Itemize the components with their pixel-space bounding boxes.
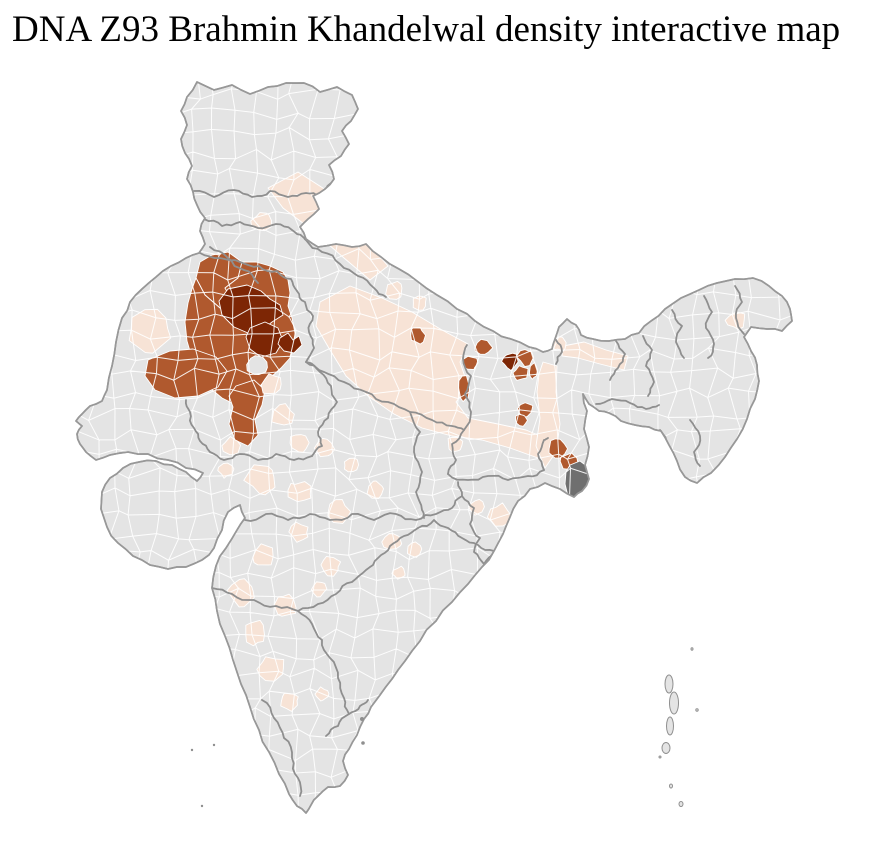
- state-border: [209, 246, 259, 284]
- andaman-island[interactable]: [664, 674, 674, 694]
- density-region-medium[interactable]: [515, 413, 528, 427]
- density-region-medium[interactable]: [516, 402, 534, 418]
- andaman-island[interactable]: [661, 742, 671, 754]
- mainland: [75, 81, 793, 814]
- state-border: [537, 437, 549, 471]
- density-region-low[interactable]: [289, 434, 310, 453]
- state-border: [642, 335, 655, 397]
- andaman-island[interactable]: [690, 647, 694, 651]
- state-border: [297, 610, 350, 737]
- state-border: [244, 481, 463, 522]
- state-border: [417, 519, 495, 552]
- density-region-low[interactable]: [486, 502, 513, 527]
- density-region-low[interactable]: [260, 373, 282, 394]
- lakshadweep-island[interactable]: [190, 748, 194, 752]
- state-border: [203, 218, 307, 241]
- state-border: [348, 699, 369, 715]
- density-region-low[interactable]: [311, 581, 328, 598]
- density-region-low[interactable]: [381, 533, 403, 550]
- state-border: [184, 399, 313, 461]
- state-border: [296, 290, 315, 363]
- andaman-island[interactable]: [669, 691, 679, 715]
- state-border: [734, 285, 745, 335]
- state-border: [462, 344, 472, 431]
- state-border: [305, 361, 338, 457]
- islands: [190, 647, 699, 808]
- andaman-island[interactable]: [678, 801, 684, 807]
- andaman-island[interactable]: [658, 755, 662, 759]
- state-border: [211, 527, 419, 612]
- density-region-low[interactable]: [520, 499, 535, 514]
- state-border: [671, 309, 685, 359]
- andaman-island[interactable]: [695, 708, 699, 712]
- coast-enclave[interactable]: [361, 741, 365, 745]
- state-border: [609, 340, 626, 381]
- density-region-low[interactable]: [313, 437, 336, 458]
- density-region-high[interactable]: [277, 332, 303, 354]
- density-region-low[interactable]: [385, 280, 403, 300]
- density-region-low[interactable]: [221, 436, 241, 456]
- state-border: [261, 699, 303, 797]
- state-border: [703, 295, 715, 359]
- coast-enclave[interactable]: [360, 717, 364, 721]
- density-region-low[interactable]: [287, 481, 312, 503]
- state-border: [305, 239, 387, 298]
- state-border: [595, 398, 660, 410]
- density-region-low[interactable]: [344, 457, 360, 473]
- state-border: [555, 339, 563, 365]
- coastline: [75, 81, 793, 814]
- andaman-island[interactable]: [669, 783, 673, 789]
- density-region-low[interactable]: [243, 464, 276, 496]
- state-border: [409, 411, 425, 519]
- state-border: [447, 429, 465, 475]
- andaman-island[interactable]: [666, 716, 674, 736]
- state-borders: [184, 182, 745, 797]
- density-region-medium[interactable]: [512, 365, 529, 381]
- density-region-medium[interactable]: [461, 355, 479, 370]
- density-region-low[interactable]: [217, 462, 235, 479]
- state-border: [447, 469, 545, 481]
- density-region-medium[interactable]: [474, 338, 494, 355]
- page-title: DNA Z93 Brahmin Khandelwal density inter…: [12, 9, 841, 50]
- lakshadweep-island[interactable]: [200, 804, 204, 808]
- state-border: [305, 361, 465, 431]
- state-border: [199, 252, 298, 292]
- lakshadweep-island[interactable]: [212, 743, 216, 747]
- state-border: [689, 419, 702, 467]
